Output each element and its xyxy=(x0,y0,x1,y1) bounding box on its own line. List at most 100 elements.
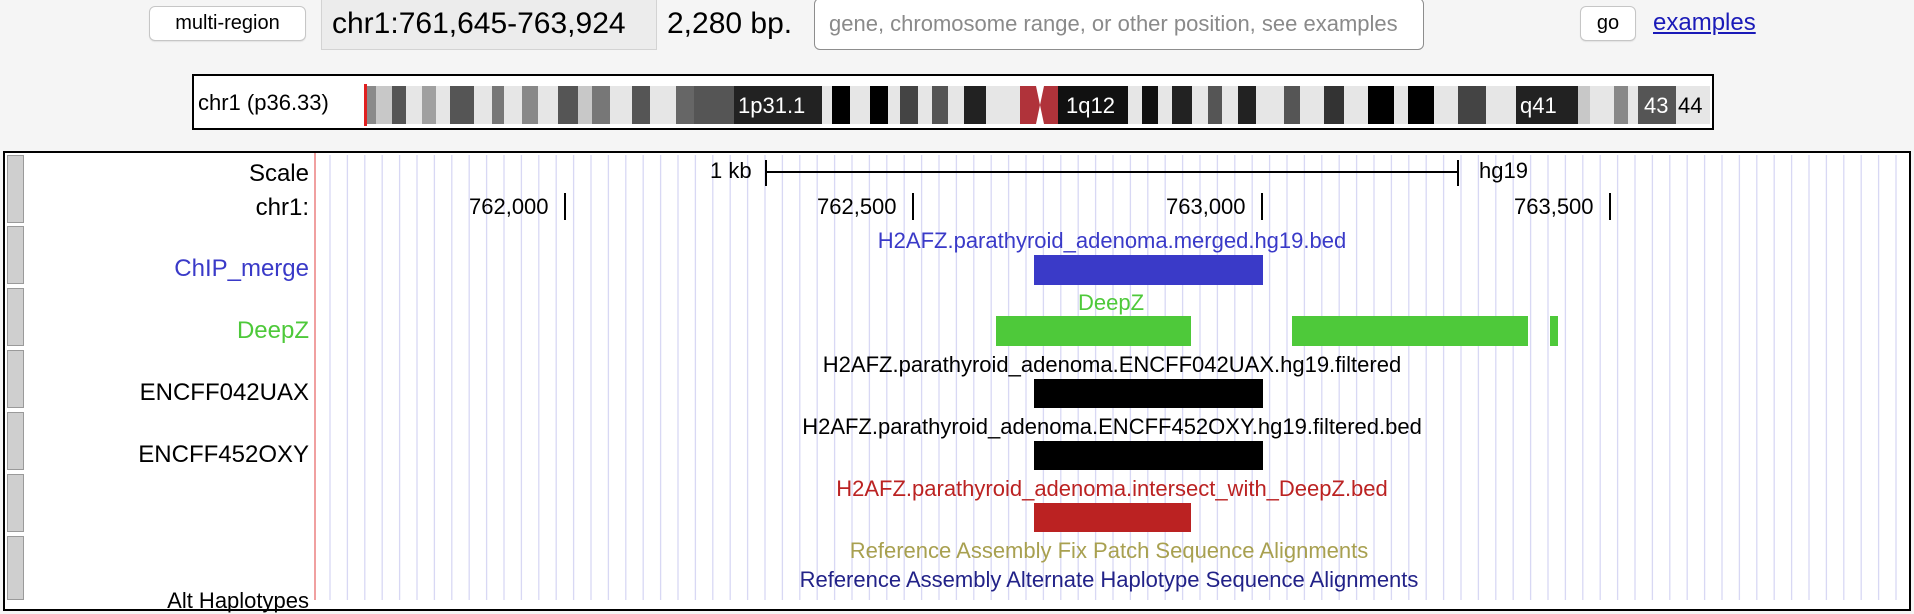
position-display: chr1:761,645-763,924 xyxy=(321,0,657,50)
ideogram-band xyxy=(632,86,650,124)
track-label-encff452oxy[interactable]: ENCFF452OXY xyxy=(138,441,309,468)
size-text: 2,280 bp. xyxy=(667,7,793,40)
tick-label: 762,500 xyxy=(817,194,897,219)
ideogram-band xyxy=(1628,86,1638,124)
ideogram-band xyxy=(522,86,538,124)
ideogram-band xyxy=(986,86,1020,124)
ideogram-band xyxy=(578,86,592,124)
side-button-encff452oxy[interactable] xyxy=(7,412,24,470)
ideogram-band xyxy=(1128,86,1142,124)
side-button-deepz[interactable] xyxy=(7,288,24,346)
track-title-deepz: DeepZ xyxy=(1077,290,1145,315)
band-label: 1q12 xyxy=(1066,93,1115,118)
ideogram-band xyxy=(492,86,504,124)
ideogram-band xyxy=(832,86,850,124)
ideogram-band xyxy=(1208,86,1222,124)
ideogram-band xyxy=(406,86,422,124)
ideogram-band xyxy=(1284,86,1300,124)
ideogram-band xyxy=(676,86,694,124)
ideogram-band xyxy=(1324,86,1344,124)
ideogram-band xyxy=(900,86,918,124)
ideogram-band xyxy=(1142,86,1158,124)
ideogram-band xyxy=(1458,86,1486,124)
assembly-label: hg19 xyxy=(1479,158,1528,183)
ideogram-band xyxy=(592,86,610,124)
ideogram-band xyxy=(1172,86,1192,124)
ideogram-band xyxy=(1058,86,1128,124)
chrom-label: chr1: xyxy=(255,194,309,221)
multi-region-button[interactable]: multi-region xyxy=(149,6,306,41)
ideogram-band xyxy=(504,86,522,124)
ideogram-band xyxy=(376,86,392,124)
size-display: 2,280 bp. xyxy=(657,0,810,50)
deepz-feature xyxy=(1550,316,1558,346)
side-button-encff042uax[interactable] xyxy=(7,350,24,408)
ideogram-band xyxy=(558,86,578,124)
ideogram-bands: 1p31.1 1q12 q41 43 44 xyxy=(364,84,1710,126)
examples-link[interactable]: examples xyxy=(1653,9,1756,36)
position-search-input[interactable]: gene, chromosome range, or other positio… xyxy=(814,0,1424,50)
scale-value: 1 kb xyxy=(710,158,752,183)
go-button[interactable]: go xyxy=(1580,6,1636,41)
ideogram-band xyxy=(1676,86,1710,124)
ideogram-band xyxy=(436,86,450,124)
track-title-encff042uax: H2AFZ.parathyroid_adenoma.ENCFF042UAX.hg… xyxy=(822,352,1402,377)
band-label: 1p31.1 xyxy=(738,93,805,118)
track-label-alt-haplotypes[interactable]: Alt Haplotypes xyxy=(167,588,309,613)
tick-label: 763,500 xyxy=(1514,194,1594,219)
track-title-alt-haplotypes: Reference Assembly Alternate Haplotype S… xyxy=(799,567,1419,592)
ideogram-band xyxy=(610,86,632,124)
track-title-chip-merge: H2AFZ.parathyroid_adenoma.merged.hg19.be… xyxy=(877,228,1347,253)
ideogram-band xyxy=(1516,86,1578,124)
side-button-alignments[interactable] xyxy=(7,536,24,600)
ideogram-band xyxy=(1638,86,1676,124)
ideogram-band xyxy=(1590,86,1614,124)
centromere-q xyxy=(1040,86,1058,124)
ideogram-band xyxy=(870,86,888,124)
ideogram-band xyxy=(538,86,558,124)
track-canvas xyxy=(314,153,1897,600)
ideogram-band xyxy=(1368,86,1394,124)
encff042uax-feature xyxy=(1034,379,1263,408)
side-button-intersect[interactable] xyxy=(7,474,24,532)
band-label: q41 xyxy=(1520,93,1557,118)
side-button-chip-merge[interactable] xyxy=(7,226,24,284)
ideogram-band xyxy=(694,86,734,124)
band-label: 44 xyxy=(1678,93,1702,118)
track-title-fix-patch: Reference Assembly Fix Patch Sequence Al… xyxy=(849,538,1369,563)
ideogram-band xyxy=(1344,86,1368,124)
ideogram-band xyxy=(1486,86,1516,124)
position-marker xyxy=(364,84,367,126)
track-title-encff452oxy: H2AFZ.parathyroid_adenoma.ENCFF452OXY.hg… xyxy=(802,414,1422,439)
scale-label: Scale xyxy=(248,160,309,187)
ideogram-band xyxy=(1408,86,1434,124)
ideogram-band xyxy=(366,86,376,124)
ideogram-label: chr1 (p36.33) xyxy=(198,90,329,115)
ideogram-band xyxy=(1158,86,1172,124)
ideogram-band xyxy=(964,86,986,124)
search-placeholder: gene, chromosome range, or other positio… xyxy=(829,11,1398,36)
multi-region-label: multi-region xyxy=(175,12,280,34)
track-title-intersect: H2AFZ.parathyroid_adenoma.intersect_with… xyxy=(836,476,1388,501)
tick-label: 762,000 xyxy=(469,194,549,219)
ideogram-band xyxy=(932,86,948,124)
side-button-ruler[interactable] xyxy=(7,155,24,223)
ideogram-band xyxy=(1222,86,1238,124)
intersect-feature xyxy=(1034,503,1191,532)
ideogram-band xyxy=(850,86,870,124)
ideogram-band xyxy=(392,86,406,124)
track-label-chip-merge[interactable]: ChIP_merge xyxy=(174,255,309,282)
ideogram-band xyxy=(1578,86,1590,124)
centromere-p xyxy=(1020,86,1040,124)
track-label-encff042uax[interactable]: ENCFF042UAX xyxy=(139,379,309,406)
encff452oxy-feature xyxy=(1034,441,1263,470)
deepz-feature xyxy=(996,316,1191,346)
ideogram-band xyxy=(734,86,822,124)
ideogram-band xyxy=(822,86,832,124)
ideogram-band xyxy=(1434,86,1458,124)
deepz-feature xyxy=(1292,316,1528,346)
ideogram-band xyxy=(918,86,932,124)
ideogram-band xyxy=(1614,86,1628,124)
ideogram-band xyxy=(474,86,492,124)
track-label-deepz[interactable]: DeepZ xyxy=(236,317,309,344)
